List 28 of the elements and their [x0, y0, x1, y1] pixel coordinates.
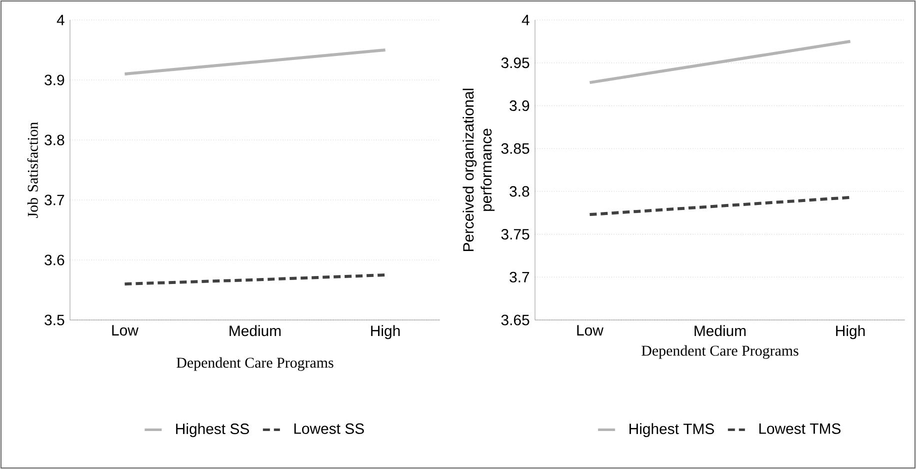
y-tick-label: 3.5	[44, 314, 64, 326]
legend-label: Lowest TMS	[759, 423, 841, 434]
y-tick-label: 3.7	[510, 272, 530, 282]
legend-label: Highest SS	[176, 423, 249, 438]
legend-label: Highest TMS	[630, 423, 714, 438]
x-axis-title: Dependent Care Programs	[176, 357, 334, 371]
y-tick-label: 3.8	[44, 134, 64, 146]
y-tick-label: 3.7	[44, 194, 64, 206]
y-tick-label: 3.8	[510, 186, 530, 197]
x-tick-label: High	[836, 325, 865, 340]
y-tick-label: 3.6	[44, 254, 64, 266]
x-axis-title: Dependent Care Programs	[642, 345, 798, 359]
x-tick-label: Medium	[230, 325, 281, 336]
y-tick-label: 4	[56, 14, 64, 26]
y-tick-label: 4	[522, 14, 530, 26]
x-tick-label: High	[371, 325, 400, 340]
x-tick-label: Low	[577, 325, 604, 336]
y-tick-label: 3.65	[501, 314, 530, 326]
y-tick-label: 3.9	[44, 74, 64, 86]
y-tick-label: 3.9	[510, 100, 530, 111]
x-tick-label: Low	[112, 325, 138, 336]
legend-label: Lowest SS	[294, 423, 364, 434]
y-tick-label: 3.95	[501, 58, 530, 68]
y-tick-label: 3.75	[501, 228, 530, 240]
y-tick-label: 3.85	[501, 143, 530, 154]
y-axis-title: Perceived organizational performance	[462, 88, 495, 252]
x-tick-label: Medium	[694, 325, 746, 336]
y-axis-title: Job Satisfaction	[27, 122, 38, 218]
